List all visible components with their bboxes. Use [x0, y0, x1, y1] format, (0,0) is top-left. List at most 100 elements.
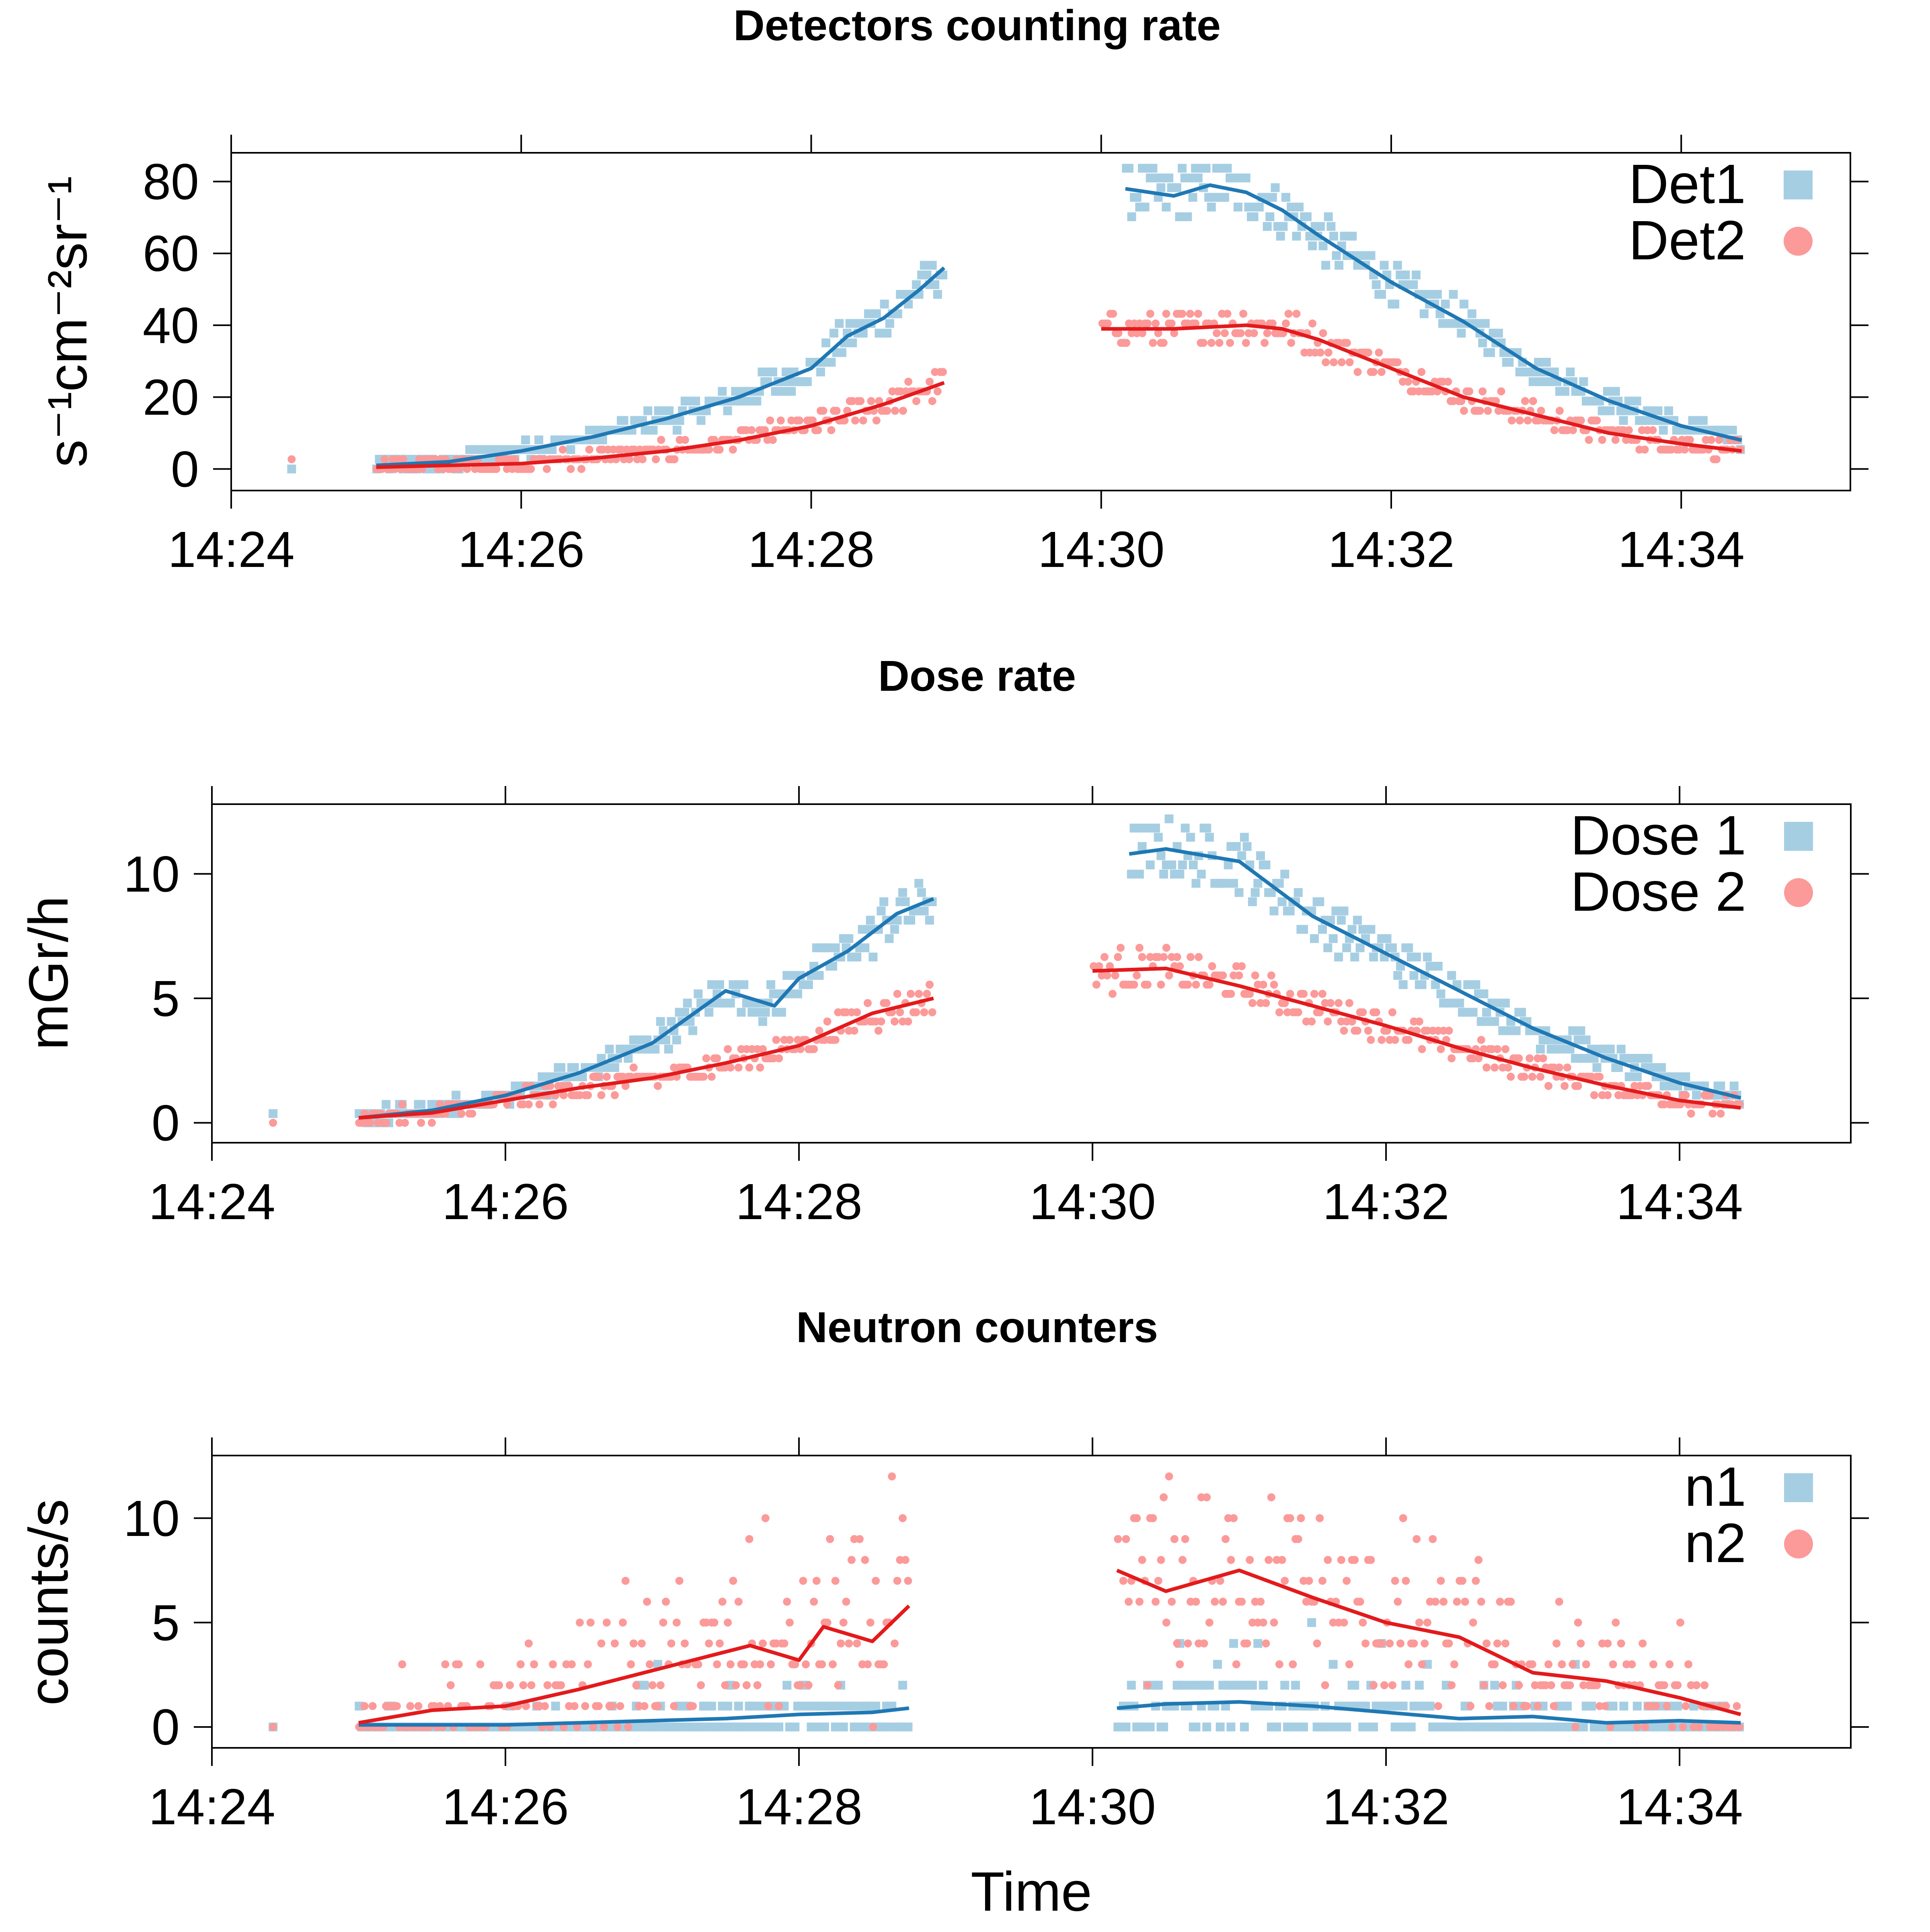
data-point-n2 [629, 1639, 638, 1648]
data-point-dose-2 [269, 1119, 277, 1127]
data-point-det1 [1207, 202, 1216, 211]
data-point-n2 [1547, 1681, 1555, 1690]
data-point-n2 [1230, 1514, 1238, 1522]
data-point-n1 [820, 1723, 829, 1732]
data-point-det1 [1223, 164, 1232, 173]
data-point-dose-2 [400, 1119, 409, 1127]
data-point-dose-1 [1388, 943, 1397, 953]
data-point-n1 [774, 1723, 784, 1732]
data-point-dose-2 [417, 1119, 425, 1127]
data-point-det1 [1316, 222, 1325, 231]
data-point-n2 [1434, 1702, 1442, 1710]
data-point-det2 [287, 455, 296, 464]
data-point-det2 [1322, 358, 1330, 366]
data-point-n2 [570, 1702, 579, 1710]
data-point-det2 [1263, 329, 1271, 337]
data-point-n2 [1154, 1577, 1162, 1585]
data-point-det2 [1220, 329, 1229, 337]
data-point-n1 [766, 1723, 776, 1732]
data-point-n2 [1232, 1660, 1240, 1669]
data-point-n2 [1176, 1660, 1184, 1669]
data-point-det2 [1103, 319, 1112, 328]
data-point-det2 [1239, 310, 1248, 318]
data-point-n1 [871, 1702, 881, 1711]
data-point-dose-1 [1318, 925, 1327, 934]
data-point-det2 [638, 455, 647, 464]
data-point-n2 [1265, 1556, 1273, 1564]
data-point-n2 [1192, 1597, 1200, 1606]
data-point-dose-1 [1253, 879, 1263, 888]
data-point-n2 [1507, 1597, 1515, 1606]
data-point-dose-1 [1412, 953, 1421, 962]
data-point-n2 [713, 1660, 721, 1669]
data-point-n2 [1534, 1702, 1542, 1710]
series-line-dose-1 [358, 847, 1741, 1120]
data-point-n1 [1562, 1702, 1572, 1711]
data-point-n2 [742, 1681, 751, 1690]
data-point-dose-2 [815, 1027, 823, 1035]
data-point-n2 [802, 1660, 810, 1669]
data-point-dose-2 [1418, 1045, 1426, 1053]
data-point-n2 [872, 1577, 880, 1585]
series-line-n1 [359, 1700, 1741, 1727]
data-point-dose-2 [457, 1109, 466, 1118]
data-point-n2 [1472, 1577, 1480, 1585]
data-point-dose-1 [1178, 860, 1187, 870]
data-point-n1 [1191, 1723, 1201, 1732]
data-point-det1 [880, 300, 889, 309]
data-point-dose-1 [1455, 998, 1464, 1008]
data-point-dose-1 [688, 1026, 698, 1035]
data-point-dose-1 [1581, 1035, 1591, 1045]
data-point-dose-1 [1167, 860, 1176, 870]
data-point-n2 [1278, 1556, 1286, 1564]
data-point-n1 [742, 1723, 751, 1732]
data-point-dose-2 [1262, 999, 1270, 1007]
data-point-dose-2 [1219, 971, 1227, 979]
data-point-n2 [662, 1597, 670, 1606]
data-point-n2 [1544, 1660, 1553, 1669]
data-point-det1 [872, 309, 881, 318]
data-point-n1 [653, 1660, 663, 1669]
data-point-dose-1 [868, 953, 878, 962]
y-tick-label: 20 [143, 369, 199, 426]
data-point-dose-2 [810, 1045, 818, 1053]
data-point-n2 [1663, 1702, 1671, 1710]
data-point-det2 [1465, 387, 1474, 396]
plot-frame [211, 1455, 1852, 1749]
data-point-det1 [1287, 202, 1296, 211]
data-point-n2 [1380, 1681, 1388, 1690]
data-point-dose-2 [597, 1091, 606, 1099]
data-point-dose-1 [1154, 833, 1163, 842]
data-point-n2 [1499, 1681, 1507, 1690]
data-point-n2 [1160, 1493, 1168, 1501]
data-point-dose-1 [1323, 943, 1333, 953]
data-point-dose-1 [1476, 1017, 1486, 1026]
data-point-det2 [1178, 310, 1187, 318]
data-point-n2 [1528, 1660, 1536, 1669]
data-point-n2 [1582, 1660, 1590, 1669]
data-point-n2 [810, 1597, 818, 1606]
data-point-det2 [795, 416, 804, 425]
data-point-det2 [1497, 387, 1505, 396]
data-point-det1 [803, 377, 812, 386]
data-point-dose-1 [1355, 943, 1365, 953]
data-point-n2 [689, 1702, 697, 1710]
data-point-n2 [732, 1681, 740, 1690]
data-point-dose-2 [1590, 1091, 1598, 1099]
data-point-dose-1 [1328, 934, 1338, 943]
legend-marker-circle [1784, 1530, 1813, 1558]
data-point-n2 [694, 1660, 702, 1669]
data-point-dose-1 [1232, 842, 1241, 851]
data-point-dose-1 [793, 989, 803, 998]
data-point-dose-2 [1114, 953, 1122, 961]
data-point-n1 [834, 1702, 843, 1711]
data-point-dose-2 [524, 1100, 533, 1109]
data-point-det2 [1686, 436, 1694, 444]
data-point-det2 [1236, 329, 1245, 337]
data-point-dose-1 [1267, 888, 1276, 897]
data-point-det1 [781, 368, 790, 377]
data-point-dose-2 [1482, 1064, 1491, 1072]
data-point-dose-2 [1281, 999, 1289, 1007]
data-point-det1 [1486, 348, 1495, 357]
data-point-det2 [558, 446, 567, 454]
